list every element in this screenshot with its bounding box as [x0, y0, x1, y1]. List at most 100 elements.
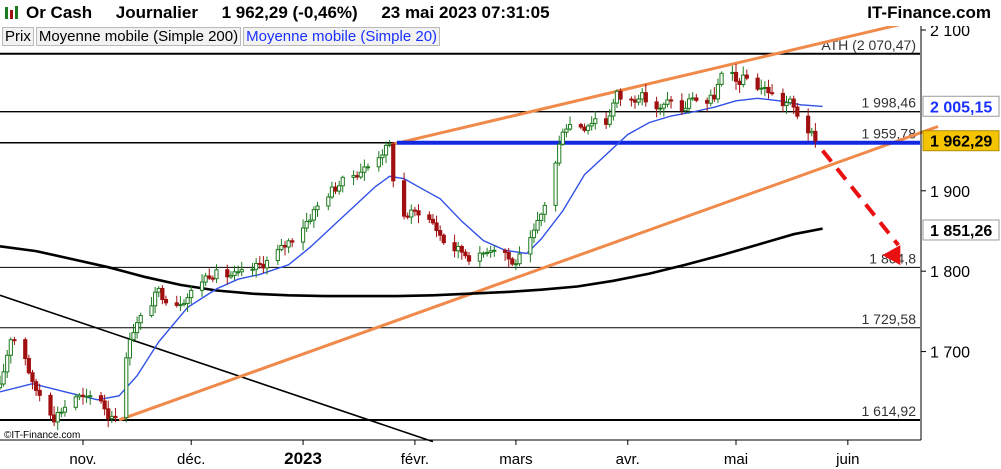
candle-body	[430, 218, 436, 224]
candle-body	[640, 92, 645, 100]
candle-body	[766, 86, 771, 94]
candle-body	[730, 71, 735, 74]
candle-body	[207, 275, 212, 279]
candle-body	[456, 245, 461, 252]
candle-body	[329, 186, 335, 198]
candle-body	[59, 411, 64, 414]
candle-body	[712, 94, 717, 100]
legend-ma200[interactable]: Moyenne mobile (Simple 200)	[35, 27, 242, 46]
candle-body	[109, 415, 114, 420]
candle-body	[809, 130, 814, 134]
period: Journalier	[115, 3, 198, 22]
candle-body	[618, 90, 623, 100]
candle-body	[351, 175, 356, 178]
candle-body	[769, 92, 775, 95]
candle-body	[585, 125, 591, 131]
x-tick-label: juin	[835, 451, 859, 468]
x-tick-label: déc.	[177, 451, 205, 468]
horizontal-levels: ATH (2 070,47)1 998,461 959,781 804,81 7…	[0, 37, 920, 421]
candle-body	[506, 251, 511, 260]
candle-body	[250, 268, 255, 271]
candle-body	[636, 98, 641, 103]
candle-body	[416, 210, 421, 216]
candle-body	[690, 97, 695, 100]
x-axis: nov. déc. 2023 févr. mars avr. mai juin	[69, 440, 860, 468]
candle-body	[614, 90, 620, 104]
candle-body	[744, 74, 749, 79]
header-title: Or Cash Journalier 1 962,29 (-0,46%) 23 …	[26, 3, 550, 23]
x-tick-label: 2023	[284, 449, 322, 468]
candle-body	[438, 230, 443, 236]
symbol: Or Cash	[26, 3, 93, 22]
candle-body	[607, 115, 612, 125]
candle-body	[459, 245, 464, 253]
candle-body	[355, 175, 360, 178]
plot-background	[0, 26, 920, 440]
x-tick-label: mars	[499, 451, 532, 468]
candle-body	[502, 249, 508, 253]
candle-body	[611, 102, 616, 117]
candle-body	[156, 287, 161, 293]
candle-body	[542, 204, 547, 215]
legend: Prix Moyenne mobile (Simple 200) Moyenne…	[2, 27, 442, 46]
price-tag-label: 1 962,29	[930, 134, 992, 151]
candle-body	[26, 358, 31, 374]
candle-body	[30, 372, 35, 383]
candle-body	[755, 77, 760, 90]
chart-header: Or Cash Journalier 1 962,29 (-0,46%) 23 …	[0, 0, 1001, 26]
candle-body	[708, 94, 713, 104]
price-tag-label: 2 005,15	[930, 99, 992, 116]
candle-body	[275, 249, 280, 262]
legend-price[interactable]: Prix	[2, 27, 34, 46]
candle-body	[488, 250, 493, 253]
level-label: 1 729,58	[862, 311, 917, 327]
candle-body	[300, 227, 306, 243]
trend-lines	[0, 26, 939, 443]
candle-body	[149, 305, 154, 317]
legend-ma20[interactable]: Moyenne mobile (Simple 20)	[243, 27, 441, 46]
candle-body	[632, 99, 638, 103]
candle-body	[236, 271, 241, 274]
candle-body	[441, 234, 446, 244]
price-tag-box	[922, 95, 1000, 117]
candle-body	[492, 249, 497, 252]
candle-body	[557, 143, 562, 164]
candle-body	[33, 381, 39, 391]
candle-body	[661, 103, 666, 109]
candle-body	[106, 408, 111, 420]
candle-body	[48, 394, 53, 416]
candle-body	[5, 354, 10, 373]
candle-body	[737, 80, 742, 85]
candle-body	[409, 209, 414, 218]
candle-body	[326, 196, 331, 207]
candle-body	[185, 297, 190, 304]
candle-body	[337, 185, 342, 192]
candle-body	[383, 144, 389, 156]
candle-body	[510, 258, 515, 265]
candle-body	[153, 291, 158, 307]
candle-body	[683, 107, 688, 112]
candle-body	[358, 171, 363, 178]
candle-body	[12, 339, 17, 342]
candle-body	[806, 115, 811, 134]
candle-body	[791, 98, 796, 108]
datetime: 23 mai 2023 07:31:05	[381, 3, 550, 22]
candle-body	[88, 395, 93, 398]
candle-body	[405, 215, 410, 218]
y-tick-label: 1 800	[930, 264, 970, 281]
candle-body	[517, 253, 522, 265]
candle-body	[705, 99, 710, 104]
channel-upper-line	[389, 26, 901, 147]
candle-body	[0, 383, 3, 389]
candle-body	[174, 302, 179, 306]
chart-type-icon	[4, 5, 20, 21]
candle-body	[189, 289, 194, 299]
candle-body	[604, 118, 609, 125]
y-tick-label: 2 100	[930, 26, 970, 40]
candle-body	[203, 275, 208, 283]
price-tag-label: 1 851,26	[930, 223, 992, 240]
candle-body	[102, 400, 107, 410]
candle-body	[362, 166, 367, 173]
candle-body	[80, 394, 86, 397]
downtrend-line	[0, 294, 434, 443]
